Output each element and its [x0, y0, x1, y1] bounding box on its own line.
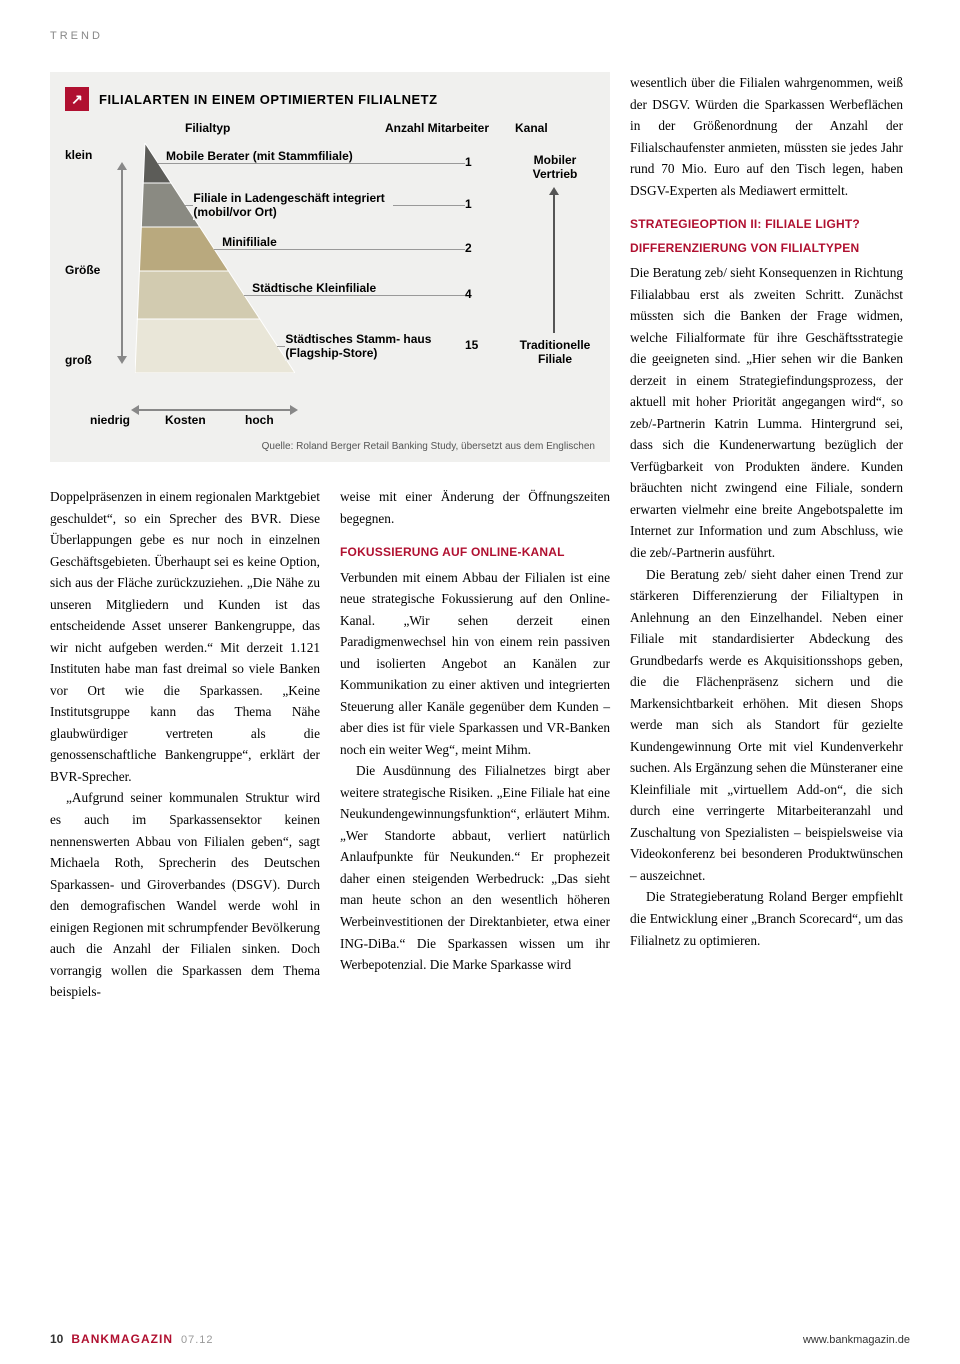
issue-date: 07.12	[181, 1334, 214, 1346]
col1-p1: Doppelpräsenzen in einem regionalen Mark…	[50, 486, 320, 787]
x-label-kosten: Kosten	[165, 413, 206, 427]
footer-url: www.bankmagazin.de	[803, 1334, 910, 1346]
x-label-hoch: hoch	[245, 413, 274, 427]
chart-headers: Filialtyp Anzahl Mitarbeiter Kanal	[185, 121, 595, 135]
triangle-stack	[135, 143, 295, 373]
chart-body: klein Größe groß Mobile Berater (mit Sta…	[65, 143, 595, 403]
col2-top: weise mit einer Änderung der Öffnungszei…	[340, 486, 610, 529]
row-value: 15	[465, 338, 478, 352]
col3-p1: Die Beratung zeb/ sieht Konsequenzen in …	[630, 262, 903, 563]
row-value: 2	[465, 241, 472, 255]
y-label-gross: groß	[65, 353, 92, 367]
row-label: Mobile Berater (mit Stammfiliale)	[166, 149, 366, 163]
col2-subhead: FOKUSSIERUNG AUF ONLINE-KANAL	[340, 543, 610, 562]
column-1: Doppelpräsenzen in einem regionalen Mark…	[50, 486, 320, 1003]
col3-p3: Die Strategieberatung Roland Berger empf…	[630, 886, 903, 951]
section-label: TREND	[50, 30, 910, 42]
footer: 10 BANKMAGAZIN 07.12 www.bankmagazin.de	[50, 1332, 910, 1346]
kanal-top: Mobiler Vertrieb	[510, 153, 600, 182]
page-number: 10	[50, 1332, 63, 1346]
x-axis: niedrig Kosten hoch	[65, 409, 595, 433]
row-value: 4	[465, 287, 472, 301]
column-3: wesentlich über die Filialen wahrgenomme…	[630, 72, 903, 1003]
chart-wrap: ↗ FILIALARTEN IN EINEM OPTIMIERTEN FILIA…	[50, 72, 610, 1003]
chart-title: FILIALARTEN IN EINEM OPTIMIERTEN FILIALN…	[99, 92, 438, 107]
x-axis-arrow	[137, 409, 292, 411]
column-2: weise mit einer Änderung der Öffnungszei…	[340, 486, 610, 1003]
row-label: Städtische Kleinfiliale	[252, 281, 452, 295]
col3-subhead-b: DIFFERENZIERUNG VON FILIALTYPEN	[630, 239, 903, 258]
y-label-klein: klein	[65, 148, 92, 162]
footer-left: 10 BANKMAGAZIN 07.12	[50, 1332, 214, 1346]
chart-title-row: ↗ FILIALARTEN IN EINEM OPTIMIERTEN FILIA…	[65, 87, 595, 111]
col3-top: wesentlich über die Filialen wahrgenomme…	[630, 72, 903, 201]
y-axis-arrow	[121, 168, 123, 358]
col2-p1: Verbunden mit einem Abbau der Filialen i…	[340, 567, 610, 761]
chart-box: ↗ FILIALARTEN IN EINEM OPTIMIERTEN FILIA…	[50, 72, 610, 462]
triangle-svg	[135, 143, 295, 373]
y-label-groesse: Größe	[65, 263, 100, 277]
col3-p2: Die Beratung zeb/ sieht daher einen Tren…	[630, 564, 903, 887]
x-label-niedrig: niedrig	[90, 413, 130, 427]
col1-p2: „Aufgrund seiner kommunalen Struktur wir…	[50, 787, 320, 1002]
row-value: 1	[465, 155, 472, 169]
header-anzahl: Anzahl Mitarbeiter	[385, 121, 515, 135]
row-label: Filiale in Ladengeschäft integriert (mob…	[193, 191, 393, 220]
kanal-arrow	[553, 193, 555, 333]
chart-source: Quelle: Roland Berger Retail Banking Stu…	[65, 441, 595, 452]
row-label: Städtisches Stamm- haus (Flagship-Store)	[285, 332, 485, 361]
chart-badge-icon: ↗	[65, 87, 89, 111]
row-value: 1	[465, 197, 472, 211]
magazine-name: BANKMAGAZIN	[71, 1332, 173, 1346]
header-filialtyp: Filialtyp	[185, 121, 385, 135]
lower-columns: Doppelpräsenzen in einem regionalen Mark…	[50, 486, 610, 1003]
header-kanal: Kanal	[515, 121, 575, 135]
top-row: ↗ FILIALARTEN IN EINEM OPTIMIERTEN FILIA…	[50, 72, 910, 1003]
row-label: Minifiliale	[222, 235, 422, 249]
col2-p2: Die Ausdünnung des Filialnetzes birgt ab…	[340, 760, 610, 975]
col3-subhead-a: STRATEGIEOPTION II: FILIALE LIGHT?	[630, 215, 903, 234]
kanal-bottom: Traditionelle Filiale	[510, 338, 600, 367]
